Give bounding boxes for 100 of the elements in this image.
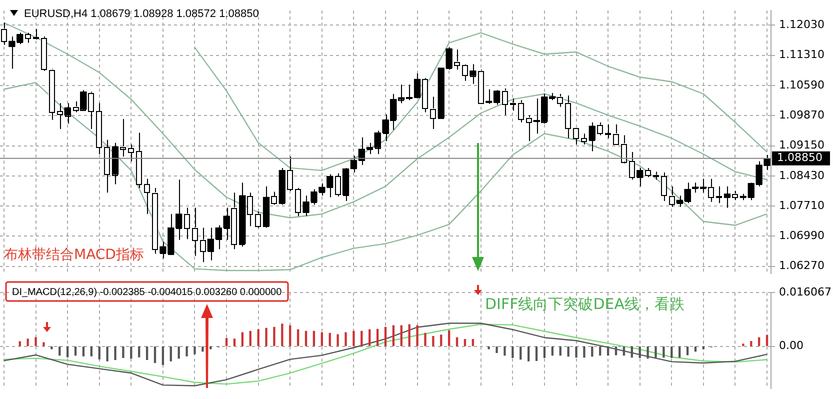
bar <box>622 346 626 356</box>
bar <box>742 344 744 346</box>
bar <box>154 346 156 363</box>
bar <box>146 346 148 360</box>
bar <box>26 338 29 346</box>
bar <box>368 329 371 346</box>
bar <box>320 332 323 346</box>
y-tick-label: 1.06990 <box>779 229 824 242</box>
bar <box>98 346 100 360</box>
bar <box>336 334 339 346</box>
bar <box>257 329 260 346</box>
y-tick-label: 1.12030 <box>779 18 824 32</box>
bar <box>678 346 681 358</box>
bar <box>583 346 586 358</box>
bar <box>424 332 426 346</box>
bar <box>122 346 124 358</box>
bar <box>66 346 69 358</box>
bar <box>559 346 562 356</box>
bar <box>281 324 284 346</box>
bar <box>273 326 276 346</box>
bar <box>638 346 641 358</box>
bar <box>210 346 212 350</box>
y-tick-label: 1.09150 <box>779 138 824 152</box>
bar <box>202 346 204 352</box>
bar <box>58 346 61 356</box>
y-tick-label: 1.07710 <box>779 198 824 212</box>
bar <box>448 330 450 346</box>
bar <box>527 346 530 362</box>
bar <box>543 346 546 358</box>
ref-line-label: 1.08850 <box>777 151 822 164</box>
bar <box>138 346 140 358</box>
bar <box>178 346 180 359</box>
bar <box>520 346 522 360</box>
bar <box>82 346 85 356</box>
bar <box>392 325 395 346</box>
bar <box>535 346 538 361</box>
y-tick-label: 1.06270 <box>779 259 824 272</box>
bar <box>241 332 244 346</box>
bar <box>360 330 363 346</box>
bar <box>496 346 498 353</box>
bar <box>249 330 252 346</box>
bar <box>488 346 490 350</box>
y-tick-label: 0.00 <box>779 339 804 352</box>
bar <box>686 346 689 356</box>
bar <box>50 346 53 350</box>
y-tick-label: 1.10590 <box>779 78 824 92</box>
candlestick <box>605 124 611 139</box>
bar <box>106 346 108 362</box>
bar <box>312 330 316 346</box>
bar <box>614 346 618 356</box>
bar <box>34 337 37 346</box>
bar <box>599 346 602 356</box>
bar <box>194 346 196 354</box>
bar <box>575 346 578 358</box>
bar <box>74 346 77 356</box>
y-tick-label: 1.08430 <box>779 168 824 182</box>
bar <box>416 325 418 346</box>
bar <box>225 338 228 346</box>
bar <box>662 346 665 358</box>
annotation: DIFF线向下突破DEA线，看跌 <box>485 295 685 314</box>
bar <box>344 332 347 346</box>
chart-title: DI_MACD(12,26,9) -0.002385 -0.004015 0.003260 0.000000 <box>12 286 282 298</box>
bar <box>289 325 292 346</box>
bar <box>400 325 402 346</box>
bar <box>304 330 308 346</box>
bar <box>512 346 514 358</box>
bar <box>504 346 506 356</box>
bar <box>376 328 379 346</box>
bar <box>551 346 554 356</box>
bar <box>162 346 164 366</box>
bar <box>440 334 442 346</box>
bar <box>170 346 172 362</box>
bar <box>90 346 92 356</box>
bar <box>591 346 594 357</box>
bar <box>472 338 474 346</box>
bar <box>328 332 331 346</box>
bar <box>42 342 45 346</box>
bar <box>567 346 570 357</box>
bar <box>352 330 355 346</box>
bar <box>670 346 673 358</box>
bar <box>766 334 768 346</box>
chart-title: EURUSD,H4 1.08679 1.08928 1.08572 1.08850 <box>24 8 259 20</box>
y-tick-label: 1.09870 <box>779 108 824 122</box>
bar <box>654 346 657 358</box>
y-tick-label: 0.016067 <box>779 285 832 298</box>
y-tick-label: 1.11310 <box>779 48 824 62</box>
bar <box>630 346 633 358</box>
bar <box>265 328 268 346</box>
bar <box>464 338 466 346</box>
bar <box>606 346 610 356</box>
bar <box>646 346 649 359</box>
bar <box>702 346 705 350</box>
annotation: 布林带结合MACD指标 <box>4 246 144 264</box>
bar <box>408 324 410 346</box>
bar <box>186 346 188 356</box>
bar <box>432 336 434 346</box>
bar <box>114 346 116 360</box>
bar <box>233 338 236 346</box>
bar <box>384 326 387 346</box>
bar <box>296 329 300 346</box>
